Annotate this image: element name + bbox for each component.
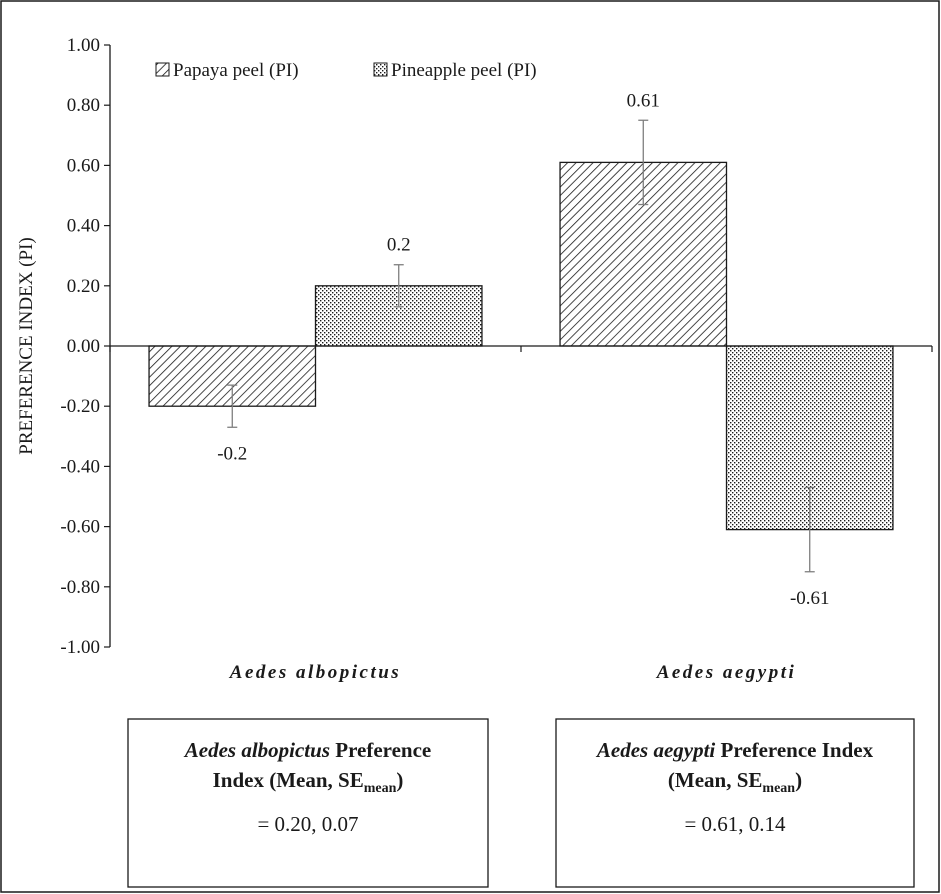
data-label: -0.2 — [217, 443, 247, 464]
x-category-label: Aedes aegypti — [656, 662, 797, 683]
title-rest: Preference — [330, 738, 431, 762]
info-box-subtitle: (Mean, SEmean) — [668, 768, 802, 796]
info-box-frame — [127, 718, 489, 888]
data-label: 0.61 — [627, 90, 660, 111]
y-tick-label: -0.40 — [60, 456, 100, 477]
bars — [148, 161, 894, 531]
legend: Papaya peel (PI) Pineapple peel (PI) — [155, 60, 537, 81]
info-box: Aedes aegypti Preference Index (Mean, SEm… — [555, 718, 915, 888]
data-label: 0.2 — [387, 235, 411, 256]
info-box-value: = 0.61, 0.14 — [684, 812, 786, 836]
species-name: Aedes albopictus — [183, 738, 330, 762]
y-tick-label: 0.80 — [67, 95, 100, 116]
y-tick-label: -0.20 — [60, 396, 100, 417]
info-box-title: Aedes albopictus Preference — [183, 738, 432, 762]
subtitle-suffix: ) — [396, 768, 403, 792]
x-category-label: Aedes albopictus — [229, 662, 401, 683]
y-tick-label: -0.60 — [60, 517, 100, 538]
info-box-frame — [555, 718, 915, 888]
legend-label: Pineapple peel (PI) — [391, 60, 537, 81]
data-label: -0.61 — [790, 588, 830, 609]
info-box: Aedes albopictus Preference Index (Mean, … — [127, 718, 489, 888]
subtitle-suffix: ) — [795, 768, 802, 792]
species-name: Aedes aegypti — [595, 738, 716, 762]
info-box-title: Aedes aegypti Preference Index — [595, 738, 874, 762]
y-tick-label: 0.00 — [67, 336, 100, 357]
y-tick-label: -1.00 — [60, 637, 100, 658]
x-axis: Aedes albopictus Aedes aegypti — [109, 345, 933, 683]
y-axis-title: PREFERENCE INDEX (PI) — [16, 237, 37, 454]
info-boxes: Aedes albopictus Preference Index (Mean, … — [127, 718, 915, 888]
y-tick-label: 1.00 — [67, 35, 100, 56]
y-tick-label: 0.40 — [67, 216, 100, 237]
y-tick-label: 0.60 — [67, 155, 100, 176]
error-bars — [227, 119, 815, 573]
subtitle-prefix: (Mean, SE — [668, 768, 763, 792]
info-box-subtitle: Index (Mean, SEmean) — [213, 768, 404, 796]
legend-swatch — [155, 62, 170, 77]
y-tick-label: 0.20 — [67, 276, 100, 297]
title-rest: Preference Index — [715, 738, 873, 762]
subtitle-subscript: mean — [364, 781, 397, 796]
legend-swatch — [373, 62, 388, 77]
subtitle-prefix: Index (Mean, SE — [213, 768, 364, 792]
info-box-value: = 0.20, 0.07 — [257, 812, 358, 836]
subtitle-subscript: mean — [762, 781, 795, 796]
value-labels: -0.2 0.61 0.2 -0.61 — [217, 90, 829, 609]
y-axis: 1.00 0.80 0.60 0.40 0.20 0.00 -0.20 -0.40 -0.60 -… — [60, 35, 111, 658]
y-tick-label: -0.80 — [60, 577, 100, 598]
legend-label: Papaya peel (PI) — [173, 60, 299, 81]
